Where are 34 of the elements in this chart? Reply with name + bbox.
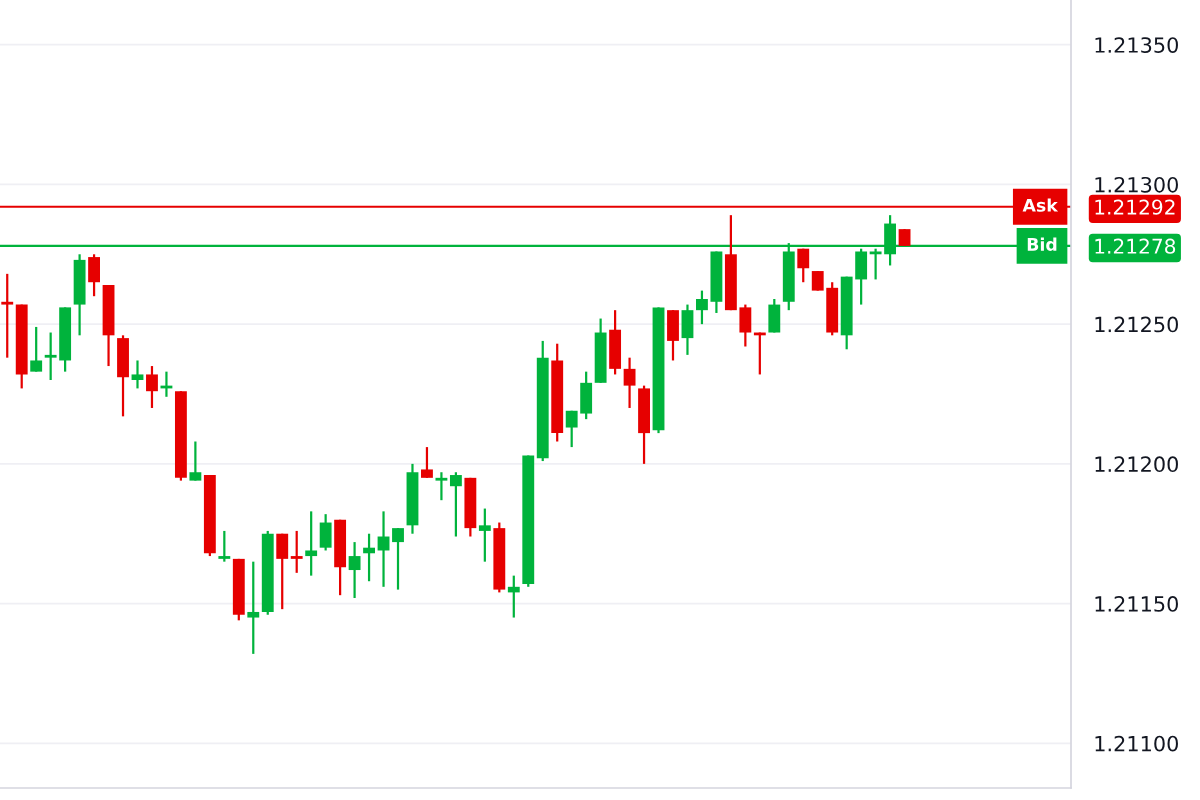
y-tick-label: 1.21350 [1095,37,1178,53]
candlestick [363,532,375,583]
candlestick [146,364,158,410]
candlestick [247,560,260,655]
candlestick [421,445,433,479]
ref-line-label: Bid [1027,237,1057,251]
candlestick [305,510,318,577]
candlestick [348,540,361,600]
y-tick-label: 1.21300 [1095,176,1178,193]
candlestick [131,359,144,390]
candlestick [44,331,57,382]
candlestick [189,440,202,482]
candlestick [696,289,708,326]
candlestick [797,247,810,284]
y-tick-label: 1.21200 [1095,456,1178,473]
candlestick [449,471,462,538]
ref-line-label: Ask [1022,198,1059,212]
y-tick-label: 1.21100 [1095,735,1178,752]
candlestick [565,409,578,449]
candlestick [507,574,520,619]
y-tick-label: 1.21150 [1095,596,1178,612]
candlestick [478,507,491,563]
y-tick-label: 1.21250 [1095,316,1178,333]
candlestick [218,529,231,563]
candlestick [1,272,14,359]
y-tick-label: 1.21278 [1095,238,1176,254]
y-tick-label: 1.21292 [1095,199,1175,215]
candlestick [290,529,303,574]
candlestick [435,471,448,502]
candlestick [30,325,43,373]
candlestick [811,269,824,292]
candlestick [869,247,882,281]
candlestick [392,527,404,591]
candlestick [623,356,636,410]
